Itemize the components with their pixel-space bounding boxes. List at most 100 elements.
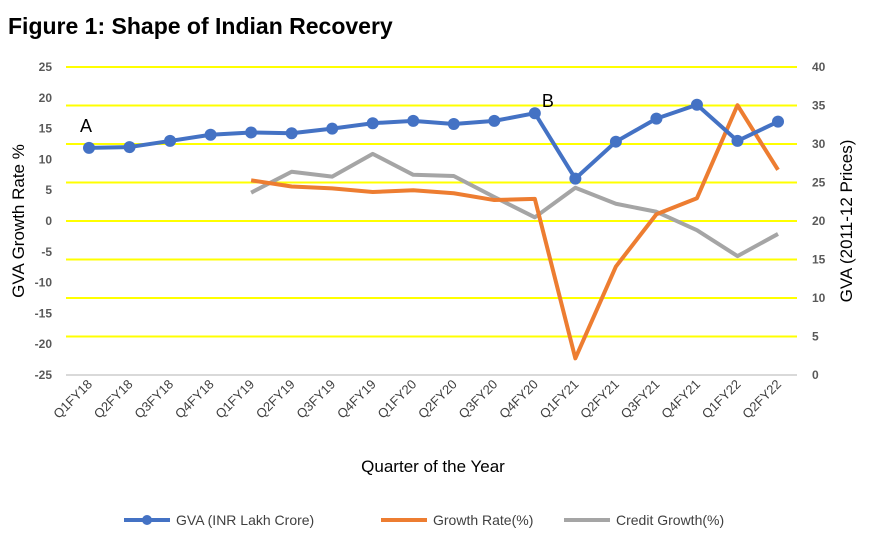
y-left-tick-label: 10 <box>39 152 53 166</box>
legend-item: Credit Growth(%) <box>564 512 724 528</box>
data-point <box>573 186 577 190</box>
data-point <box>772 115 784 128</box>
legend-label: Growth Rate(%) <box>433 512 533 528</box>
data-point <box>371 152 375 156</box>
chart-title: Figure 1: Shape of Indian Recovery <box>8 13 393 39</box>
data-point <box>533 215 537 219</box>
x-tick-label: Q1FY20 <box>375 377 420 422</box>
y-right-tick-label: 30 <box>812 137 826 151</box>
data-point <box>528 107 541 120</box>
y-right-tick-label: 5 <box>812 330 819 344</box>
data-point <box>731 134 744 147</box>
left-axis-ticks: 25 20 15 10 5 0 -5 -10 -15 -20 -25 <box>35 60 53 382</box>
y-left-tick-label: 5 <box>45 183 52 197</box>
data-point <box>123 141 136 154</box>
data-point <box>290 170 294 174</box>
y-left-tick-label: -5 <box>41 245 52 259</box>
x-tick-label: Q1FY18 <box>50 377 95 422</box>
data-point <box>447 117 460 130</box>
data-point <box>735 103 739 107</box>
y-right-tick-label: 15 <box>812 253 826 267</box>
series-line <box>250 103 780 361</box>
data-point <box>609 135 622 148</box>
data-point <box>735 254 739 258</box>
y-right-tick-label: 10 <box>812 291 826 305</box>
x-tick-label: Q1FY19 <box>212 377 257 422</box>
legend-item: Growth Rate(%) <box>381 512 533 528</box>
y-right-tick-label: 35 <box>812 99 826 113</box>
data-point <box>492 198 496 202</box>
x-tick-label: Q2FY19 <box>253 377 298 422</box>
data-point <box>452 191 456 195</box>
data-point <box>249 191 253 195</box>
gridlines <box>66 66 797 376</box>
y-left-tick-label: 0 <box>45 214 52 228</box>
data-point <box>83 141 95 154</box>
x-tick-label: Q4FY19 <box>334 377 379 422</box>
data-point <box>452 174 456 178</box>
data-point <box>285 127 298 140</box>
x-tick-label: Q2FY22 <box>739 377 784 422</box>
x-tick-label: Q2FY21 <box>577 377 622 422</box>
series-2 <box>249 151 780 259</box>
data-point <box>371 190 375 194</box>
data-point <box>407 114 420 127</box>
data-point <box>695 228 699 232</box>
data-point <box>330 175 334 179</box>
y-left-tick-label: 15 <box>39 122 53 136</box>
x-axis-title: Quarter of the Year <box>361 457 505 476</box>
data-point <box>290 185 294 189</box>
data-point <box>614 265 618 269</box>
annotation-label: B <box>542 91 554 111</box>
y-left-tick-label: -10 <box>35 276 53 290</box>
legend-item: GVA (INR Lakh Crore) <box>124 512 314 528</box>
data-point <box>614 202 618 206</box>
data-point <box>573 356 577 360</box>
x-tick-label: Q1FY22 <box>699 377 744 422</box>
x-tick-label: Q4FY18 <box>172 377 217 422</box>
series-line <box>88 102 779 181</box>
x-tick-label: Q2FY18 <box>91 377 136 422</box>
data-point <box>249 178 253 182</box>
data-point <box>204 128 217 141</box>
data-point <box>569 172 582 185</box>
data-point <box>690 98 703 111</box>
legend-marker <box>142 515 152 525</box>
x-tick-label: Q3FY21 <box>618 377 663 422</box>
data-point <box>695 196 699 200</box>
data-point <box>164 134 177 147</box>
series-0 <box>83 98 784 185</box>
y-left-tick-label: 20 <box>39 91 53 105</box>
y-left-tick-label: 25 <box>39 60 53 74</box>
series-1 <box>249 103 780 361</box>
data-point <box>488 114 501 127</box>
x-tick-label: Q3FY18 <box>131 377 176 422</box>
data-point <box>776 232 780 236</box>
data-point <box>654 212 658 216</box>
y-axis-right-title: GVA (2011-12 Prices) <box>837 140 856 303</box>
y-right-tick-label: 20 <box>812 214 826 228</box>
series-line <box>250 151 779 259</box>
data-point <box>776 168 780 172</box>
x-tick-label: Q4FY21 <box>658 377 703 422</box>
legend-label: Credit Growth(%) <box>616 512 724 528</box>
series-layer <box>83 98 784 361</box>
data-point <box>245 126 258 139</box>
legend: GVA (INR Lakh Crore) Growth Rate(%) Credit… <box>124 512 724 528</box>
right-axis-ticks: 40 35 30 25 20 15 10 5 0 <box>812 60 826 382</box>
data-point <box>326 122 339 135</box>
x-tick-label: Q3FY20 <box>456 377 501 422</box>
x-tick-label: Q4FY20 <box>496 377 541 422</box>
annotation-label: A <box>80 116 92 136</box>
y-left-tick-label: -15 <box>35 306 53 320</box>
data-point <box>650 112 663 125</box>
y-right-tick-label: 0 <box>812 368 819 382</box>
data-point <box>411 188 415 192</box>
x-tick-label: Q1FY21 <box>537 377 582 422</box>
y-left-tick-label: -20 <box>35 337 53 351</box>
y-right-tick-label: 25 <box>812 176 826 190</box>
data-point <box>330 186 334 190</box>
y-right-tick-label: 40 <box>812 60 826 74</box>
